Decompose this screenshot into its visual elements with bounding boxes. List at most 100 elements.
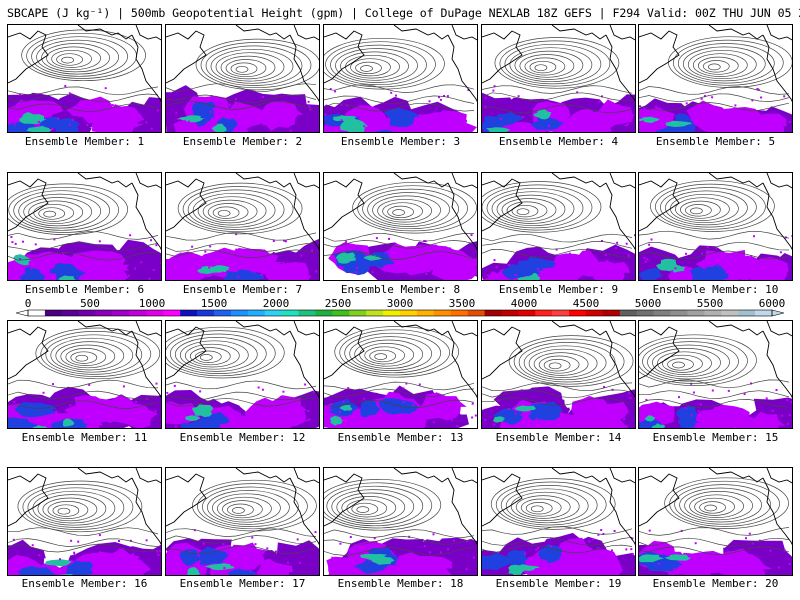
cape-speckle bbox=[597, 533, 600, 536]
colorbar-min-arrow bbox=[15, 309, 29, 317]
cape-speckle bbox=[788, 414, 791, 417]
contour-line bbox=[372, 195, 441, 225]
cape-speckle bbox=[674, 267, 677, 270]
cape-speckle bbox=[519, 401, 522, 403]
contour-line bbox=[207, 203, 249, 222]
contour-line bbox=[349, 336, 433, 371]
cape-speckle bbox=[395, 94, 397, 97]
cape-speckle bbox=[720, 405, 722, 408]
cape-speckle bbox=[745, 537, 747, 540]
cape-area bbox=[644, 415, 655, 422]
cape-speckle bbox=[308, 418, 311, 421]
height-contours bbox=[166, 38, 319, 110]
height-contours bbox=[482, 37, 633, 114]
cape-speckle bbox=[403, 268, 406, 271]
height-contours bbox=[8, 183, 159, 261]
cape-speckle bbox=[589, 571, 591, 574]
cape-speckle bbox=[442, 570, 445, 573]
cape-speckle bbox=[411, 415, 414, 418]
contour-line bbox=[324, 479, 442, 531]
cape-speckle bbox=[715, 247, 718, 250]
contour-line bbox=[37, 494, 107, 524]
cape-speckle bbox=[786, 422, 789, 425]
cape-area bbox=[14, 401, 57, 418]
cape-speckle bbox=[425, 273, 428, 275]
contour-line bbox=[355, 61, 382, 75]
colorbar-swatch bbox=[738, 310, 756, 316]
cape-speckle bbox=[37, 120, 40, 123]
contour-line bbox=[166, 101, 317, 110]
cape-area bbox=[254, 101, 304, 127]
cape-speckle bbox=[699, 403, 702, 406]
cape-speckle bbox=[375, 237, 378, 240]
cape-area bbox=[538, 544, 563, 564]
cape-speckle bbox=[473, 262, 476, 265]
contour-line bbox=[166, 249, 317, 259]
cape-speckle bbox=[648, 529, 651, 532]
ensemble-map bbox=[639, 25, 792, 132]
cape-speckle bbox=[548, 124, 550, 127]
contour-line bbox=[199, 354, 213, 361]
cape-field bbox=[639, 382, 792, 428]
contour-line bbox=[182, 186, 294, 233]
contour-line bbox=[35, 327, 161, 380]
cape-speckle bbox=[353, 548, 356, 551]
cape-speckle bbox=[627, 253, 630, 256]
contour-line bbox=[324, 388, 475, 398]
cape-speckle bbox=[237, 275, 240, 278]
cape-speckle bbox=[684, 407, 687, 410]
cape-speckle bbox=[727, 389, 730, 392]
contour-line bbox=[392, 209, 405, 216]
cape-speckle bbox=[759, 116, 762, 119]
contour-line bbox=[350, 58, 391, 77]
colorbar-swatch bbox=[670, 310, 688, 316]
cape-speckle bbox=[555, 421, 558, 424]
cape-speckle bbox=[150, 239, 152, 242]
contour-line bbox=[346, 499, 388, 518]
contour-line bbox=[225, 59, 267, 78]
colorbar-swatch bbox=[163, 310, 181, 316]
cape-speckle bbox=[690, 414, 693, 417]
contour-line bbox=[482, 397, 633, 406]
cape-speckle bbox=[64, 85, 67, 87]
contour-line bbox=[207, 490, 290, 525]
cape-speckle bbox=[428, 100, 431, 103]
cape-speckle bbox=[508, 264, 511, 266]
contour-line bbox=[200, 42, 312, 89]
cape-speckle bbox=[476, 256, 477, 259]
contour-line bbox=[504, 43, 602, 85]
cape-area bbox=[551, 117, 605, 132]
contour-line bbox=[482, 233, 633, 243]
cape-speckle bbox=[446, 95, 449, 98]
contour-line bbox=[707, 63, 721, 71]
contour-line bbox=[684, 491, 753, 521]
colorbar-tick-label: 1500 bbox=[200, 297, 228, 310]
contour-line bbox=[8, 400, 159, 409]
cape-speckle bbox=[283, 239, 286, 242]
cape-speckle bbox=[754, 271, 757, 274]
ensemble-map-panel bbox=[7, 320, 162, 429]
cape-speckle bbox=[705, 116, 708, 119]
cape-speckle bbox=[122, 385, 125, 388]
cape-speckle bbox=[118, 548, 121, 551]
colorbar-swatch bbox=[721, 310, 739, 316]
colorbar-tick-label: 3000 bbox=[386, 297, 414, 310]
cape-area bbox=[329, 415, 344, 426]
coastline bbox=[8, 468, 161, 546]
contour-line bbox=[324, 102, 475, 112]
colorbar-tick-label: 6000 bbox=[758, 297, 786, 310]
cape-speckle bbox=[148, 277, 151, 280]
cape-speckle bbox=[603, 417, 606, 420]
ensemble-member-label: Ensemble Member: 11 bbox=[21, 431, 148, 444]
contour-line bbox=[482, 85, 633, 94]
contour-line bbox=[639, 546, 790, 556]
cape-speckle bbox=[223, 567, 226, 569]
cape-speckle bbox=[134, 267, 137, 270]
cape-speckle bbox=[602, 532, 605, 535]
contour-line bbox=[354, 339, 424, 369]
contour-line bbox=[677, 43, 775, 84]
ensemble-map-panel bbox=[481, 24, 636, 133]
cape-speckle bbox=[517, 95, 520, 98]
cape-speckle bbox=[12, 414, 15, 417]
cape-speckle bbox=[497, 399, 500, 402]
